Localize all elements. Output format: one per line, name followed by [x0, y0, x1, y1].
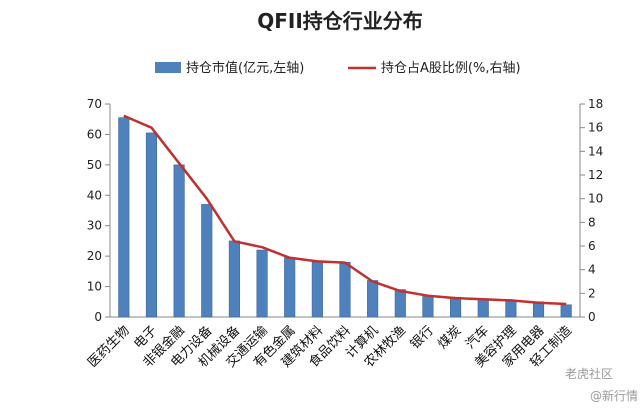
right-tick-label: 4: [588, 263, 596, 277]
bar: [228, 240, 240, 318]
right-tick-label: 18: [588, 97, 603, 111]
right-tick-label: 0: [588, 310, 596, 324]
bar: [505, 299, 517, 318]
watermark-sub: @新行情: [590, 388, 638, 403]
bar: [145, 132, 158, 318]
bar: [118, 117, 130, 318]
left-tick-label: 0: [94, 310, 102, 324]
left-tick-label: 70: [87, 97, 102, 111]
right-tick-label: 8: [588, 215, 596, 229]
bar: [394, 289, 406, 318]
watermark-main: 老虎社区: [565, 366, 613, 381]
chart-title: QFII持仓行业分布: [257, 9, 423, 33]
legend-line-label: 持仓占A股比例(%,右轴): [381, 61, 521, 76]
left-tick-label: 30: [87, 219, 102, 233]
bar: [422, 295, 434, 318]
category-label: 煤炭: [435, 323, 464, 352]
bar: [311, 261, 323, 318]
bar: [201, 204, 213, 318]
left-tick-label: 20: [87, 249, 102, 263]
left-tick-label: 50: [87, 158, 102, 172]
ratio-line: [123, 114, 567, 306]
category-label: 医药生物: [85, 323, 132, 370]
bar: [339, 261, 351, 318]
left-tick-label: 10: [87, 280, 102, 294]
legend-bar-swatch: [155, 62, 181, 73]
left-tick-label: 40: [87, 188, 102, 202]
plot-area: 010203040506070024681012141618医药生物电子非银金融…: [85, 97, 603, 371]
bar: [450, 296, 462, 318]
bar: [477, 298, 489, 318]
bar: [173, 164, 185, 318]
right-tick-label: 16: [588, 121, 603, 135]
right-tick-label: 12: [588, 168, 603, 182]
left-tick-label: 60: [87, 127, 102, 141]
bar: [367, 280, 379, 318]
legend-bar-label: 持仓市值(亿元,左轴): [186, 60, 304, 76]
legend: 持仓市值(亿元,左轴) 持仓占A股比例(%,右轴): [155, 60, 521, 76]
right-tick-label: 14: [588, 144, 603, 158]
bar: [560, 304, 572, 318]
right-tick-label: 6: [588, 239, 596, 253]
right-tick-label: 10: [588, 192, 603, 206]
bar: [256, 249, 268, 318]
category-label: 银行: [408, 323, 437, 352]
right-tick-label: 2: [588, 286, 596, 300]
watermark: 老虎社区 @新行情: [565, 366, 638, 403]
bar: [284, 257, 296, 318]
